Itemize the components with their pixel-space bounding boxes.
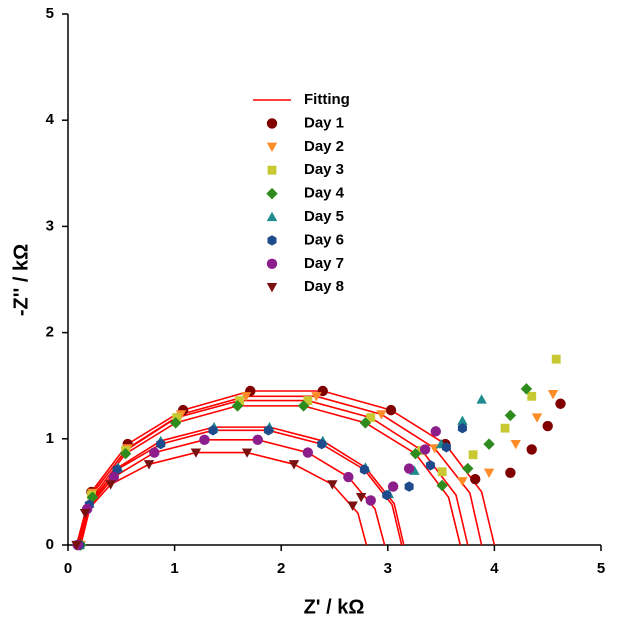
x-tick-label: 0 <box>64 560 72 577</box>
data-point <box>437 467 447 477</box>
data-point <box>470 473 481 485</box>
data-point <box>86 491 99 503</box>
legend-symbol <box>266 211 278 222</box>
data-point <box>240 392 252 402</box>
legend-symbol <box>266 283 278 293</box>
data-point <box>317 438 327 450</box>
data-point <box>457 477 468 487</box>
data-point <box>149 447 160 458</box>
legend-label: Day 5 <box>304 208 344 225</box>
data-point <box>365 495 376 506</box>
data-point <box>526 444 537 455</box>
data-point <box>419 444 431 455</box>
data-point <box>531 413 543 423</box>
data-point <box>190 448 202 458</box>
data-point <box>382 489 392 501</box>
x-tick-label: 4 <box>490 560 499 577</box>
data-point <box>241 448 253 458</box>
data-point <box>311 392 322 402</box>
data-point <box>555 398 566 409</box>
data-point <box>252 434 263 446</box>
data-point <box>119 447 132 460</box>
data-point <box>483 438 495 450</box>
data-point <box>79 508 91 519</box>
data-point <box>436 479 448 492</box>
legend-symbol <box>267 235 277 246</box>
data-point <box>457 415 468 425</box>
data-point <box>208 425 218 436</box>
data-point <box>231 400 244 412</box>
data-point <box>387 481 399 492</box>
data-point <box>457 422 467 434</box>
data-point <box>71 540 82 551</box>
data-point <box>468 450 478 460</box>
data-point <box>359 464 369 475</box>
data-point <box>347 501 358 511</box>
legend-label: Day 8 <box>304 278 344 295</box>
data-point <box>199 434 210 446</box>
legend-label: Day 3 <box>304 161 344 178</box>
data-point <box>551 354 561 364</box>
data-point <box>366 413 376 422</box>
y-tick-label: 1 <box>46 430 54 447</box>
legend-label: Fitting <box>304 91 350 108</box>
legend-label: Day 4 <box>304 185 345 202</box>
data-point <box>542 420 553 432</box>
data-point <box>500 423 510 433</box>
y-tick-label: 4 <box>46 111 55 128</box>
x-tick-label: 5 <box>597 560 605 577</box>
data-point <box>547 390 559 400</box>
data-point <box>376 410 387 420</box>
y-axis-label: -Z'' / kΩ <box>10 244 32 316</box>
data-point <box>409 447 422 460</box>
data-point <box>355 493 367 503</box>
data-point <box>430 426 441 437</box>
legend-label: Day 1 <box>304 114 344 131</box>
legend-symbol <box>266 142 278 152</box>
y-tick-label: 5 <box>46 5 54 22</box>
y-tick-label: 0 <box>46 536 54 553</box>
data-point <box>156 438 166 450</box>
x-axis-label: Z' / kΩ <box>304 596 365 618</box>
legend-symbol <box>266 258 278 269</box>
x-tick-label: 3 <box>384 560 392 577</box>
data-point <box>462 462 474 475</box>
data-point <box>510 439 521 450</box>
data-point <box>302 447 314 458</box>
data-point <box>505 467 516 478</box>
data-point <box>263 425 273 436</box>
data-point <box>297 400 310 412</box>
data-point <box>404 481 414 492</box>
legend-symbol <box>266 187 278 200</box>
y-tick-label: 3 <box>46 217 54 234</box>
data-point <box>441 442 451 453</box>
legend-symbol <box>266 118 278 129</box>
data-point <box>527 391 537 401</box>
data-point <box>403 463 415 474</box>
data-point <box>108 471 120 483</box>
data-point <box>476 394 487 404</box>
data-point <box>425 460 435 471</box>
data-point <box>143 460 155 470</box>
legend-label: Day 6 <box>304 231 344 248</box>
legend-label: Day 7 <box>304 255 344 272</box>
data-point <box>105 480 116 490</box>
y-tick-label: 2 <box>46 324 54 341</box>
data-point <box>288 460 300 470</box>
data-point <box>359 417 372 429</box>
data-point <box>483 468 495 478</box>
data-point <box>520 383 533 395</box>
legend-symbol <box>267 165 277 175</box>
fit-line <box>75 390 496 546</box>
x-tick-label: 2 <box>277 560 285 577</box>
data-point <box>327 480 338 490</box>
legend-label: Day 2 <box>304 138 344 155</box>
x-tick-label: 1 <box>170 560 178 577</box>
data-point <box>504 409 517 422</box>
data-point <box>169 417 182 429</box>
data-point <box>385 404 397 416</box>
data-point <box>343 471 354 483</box>
